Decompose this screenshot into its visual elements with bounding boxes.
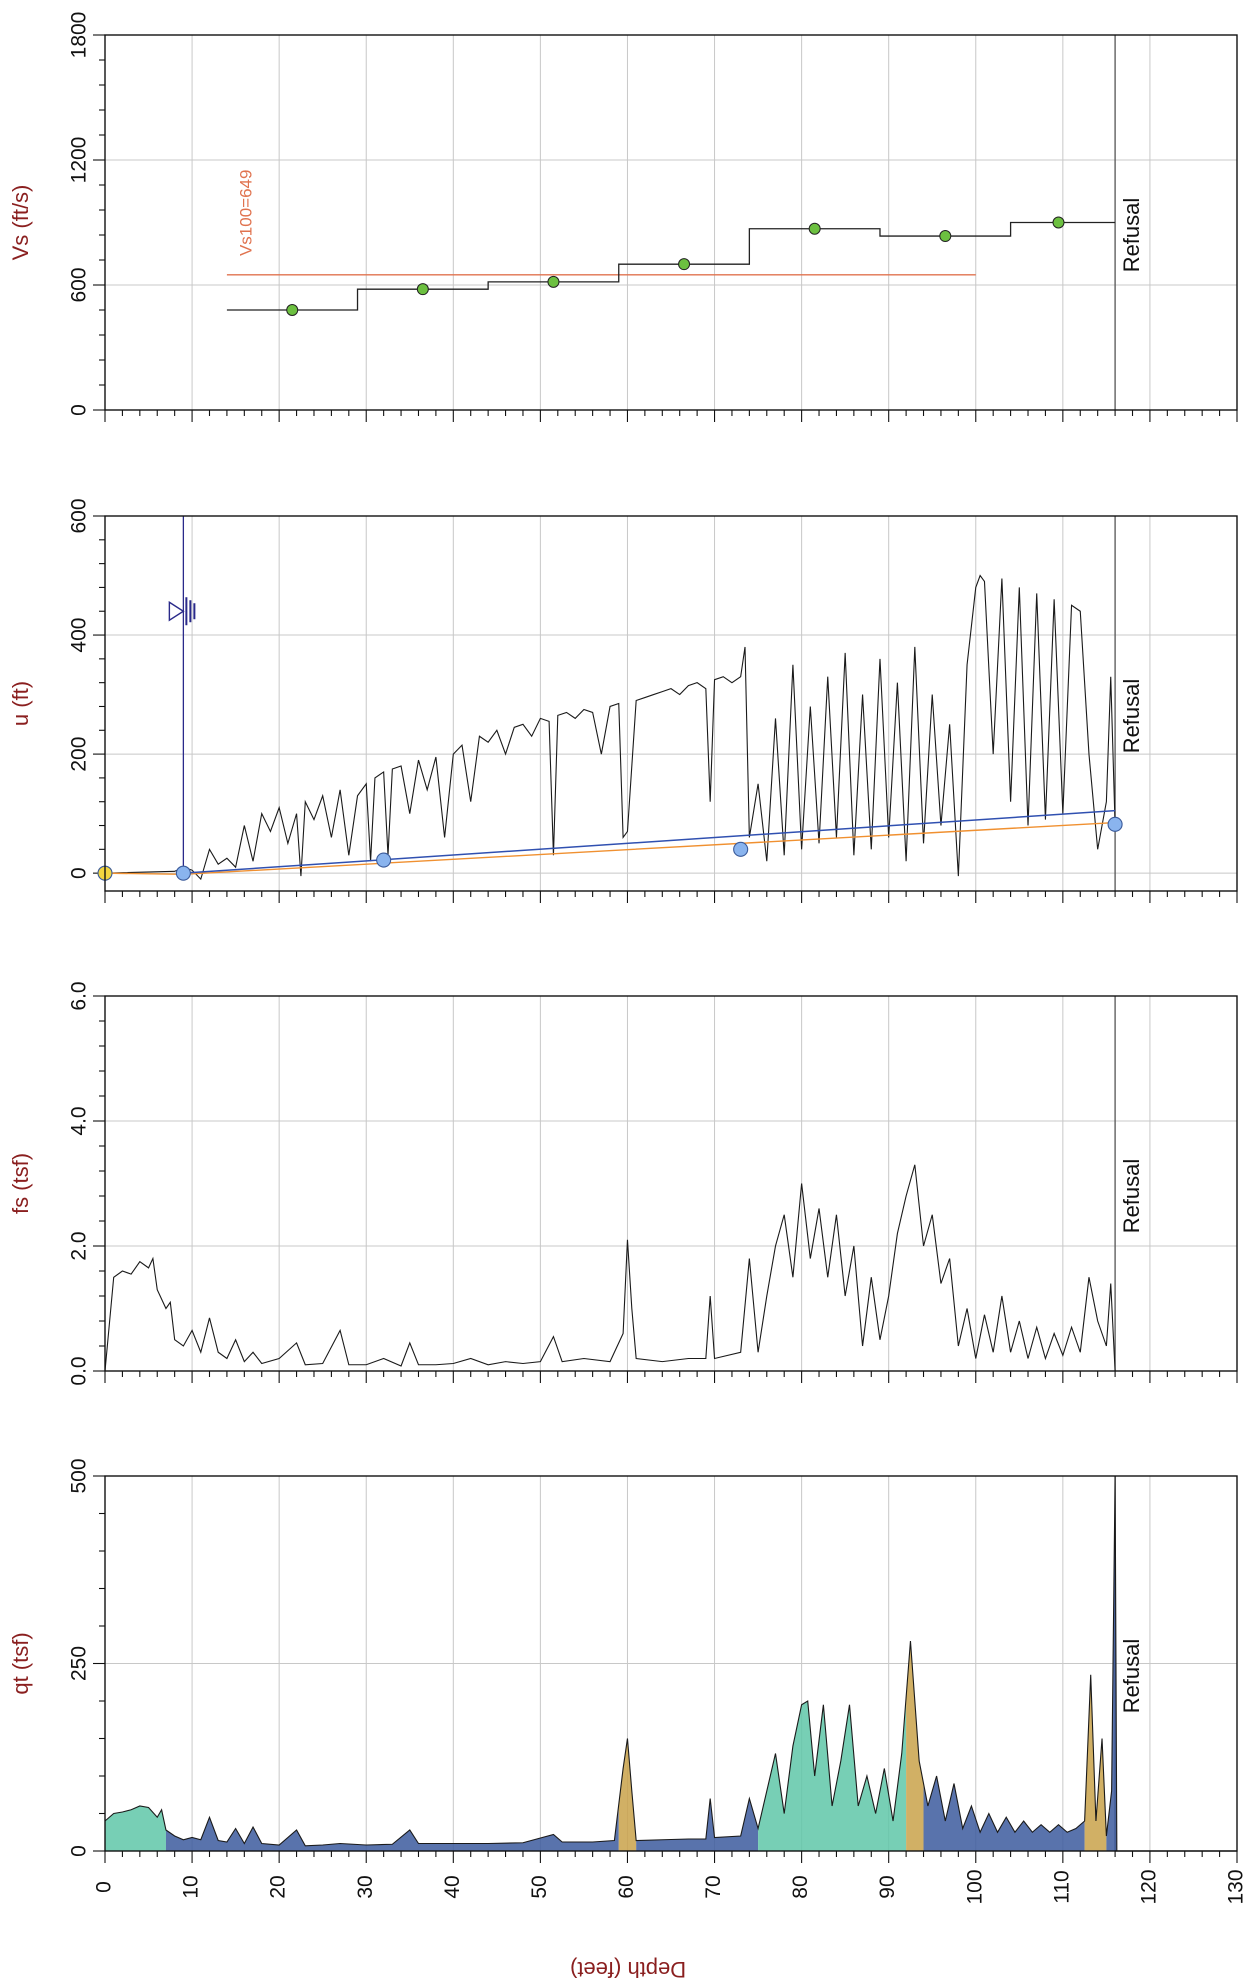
y-tick-label: 0.0 xyxy=(68,1356,91,1385)
x-tick-label: 60 xyxy=(615,1875,638,1898)
u-data-point xyxy=(376,852,392,868)
y-axis-label: qt (tsf) xyxy=(8,1632,33,1694)
refusal-label: Refusal xyxy=(1119,1639,1144,1714)
qt-soil-zone-fill xyxy=(636,1798,759,1851)
refusal-label: Refusal xyxy=(1119,679,1144,754)
y-axis-label: Vs (ft/s) xyxy=(8,185,33,261)
qt-soil-zone-fill xyxy=(105,1806,166,1851)
y-tick-label: 1800 xyxy=(68,12,91,59)
qt-soil-zone-fill xyxy=(165,1804,619,1851)
y-axis-label: fs (tsf) xyxy=(8,1153,33,1214)
qt-soil-zone-fill xyxy=(618,1738,637,1851)
y-tick-label: 1200 xyxy=(68,137,91,184)
refusal-label: Refusal xyxy=(1119,198,1144,273)
vs-data-point xyxy=(547,275,560,288)
x-tick-label: 40 xyxy=(441,1875,464,1898)
qt-soil-zone-fill xyxy=(906,1641,924,1851)
vs-data-point xyxy=(939,230,952,243)
groundwater-triangle-icon xyxy=(168,600,185,622)
qt-soil-zone-fill xyxy=(923,1776,1085,1851)
y-tick-label: 200 xyxy=(68,737,91,772)
x-tick-label: 90 xyxy=(876,1875,899,1898)
panel-frame xyxy=(104,995,1238,1372)
x-tick-label: 100 xyxy=(963,1869,986,1904)
panel-frame xyxy=(104,1475,1238,1852)
y-tick-label: 2.0 xyxy=(68,1231,91,1260)
vs-data-point xyxy=(416,283,429,296)
u-pore-pressure-profile xyxy=(104,574,1116,881)
y-tick-label: 250 xyxy=(68,1646,91,1681)
qt-soil-zone-fill xyxy=(1084,1674,1107,1851)
y-tick-label: 6.0 xyxy=(68,981,91,1010)
y-tick-label: 500 xyxy=(68,1458,91,1493)
u-equilibrium-line xyxy=(104,821,1116,876)
x-tick-label: 30 xyxy=(354,1875,377,1898)
y-tick-label: 600 xyxy=(68,267,91,302)
fs-sleeve-friction-profile xyxy=(104,1164,1116,1372)
x-tick-label: 130 xyxy=(1225,1869,1248,1904)
x-tick-label: 10 xyxy=(180,1875,203,1898)
vs100-annotation: Vs100=649 xyxy=(236,170,255,257)
y-tick-label: 0 xyxy=(68,1845,91,1857)
x-axis-label: Depth (feet) xyxy=(570,1957,687,1982)
u-data-point xyxy=(733,841,749,857)
panel-frame xyxy=(104,515,1238,892)
y-tick-label: 4.0 xyxy=(68,1106,91,1135)
y-tick-label: 0 xyxy=(68,404,91,416)
x-tick-label: 0 xyxy=(93,1881,116,1893)
x-tick-label: 70 xyxy=(702,1875,725,1898)
vs-step-profile xyxy=(226,221,1116,311)
y-axis-label: u (ft) xyxy=(8,681,33,726)
vs-data-point xyxy=(808,222,821,235)
y-tick-label: 0 xyxy=(68,867,91,879)
u-hydrostatic-line xyxy=(183,809,1116,874)
qt-tip-resistance-profile xyxy=(104,1475,1118,1852)
x-tick-label: 120 xyxy=(1137,1869,1160,1904)
refusal-label: Refusal xyxy=(1119,1159,1144,1234)
vs-data-point xyxy=(678,258,691,271)
x-tick-label: 20 xyxy=(267,1875,290,1898)
x-axis-label-holder: Depth (feet) xyxy=(0,1956,1257,1982)
x-tick-label: 80 xyxy=(789,1875,812,1898)
vs-data-point xyxy=(1052,216,1065,229)
qt-soil-zone-fill xyxy=(758,1697,907,1851)
x-tick-label: 50 xyxy=(528,1875,551,1898)
vs-data-point xyxy=(286,304,299,316)
y-tick-label: 400 xyxy=(68,618,91,653)
u-data-point xyxy=(1107,816,1123,832)
y-tick-label: 600 xyxy=(68,498,91,533)
x-tick-label: 110 xyxy=(1050,1870,1073,1903)
u-data-point xyxy=(175,865,191,881)
panel-frame xyxy=(104,34,1238,411)
